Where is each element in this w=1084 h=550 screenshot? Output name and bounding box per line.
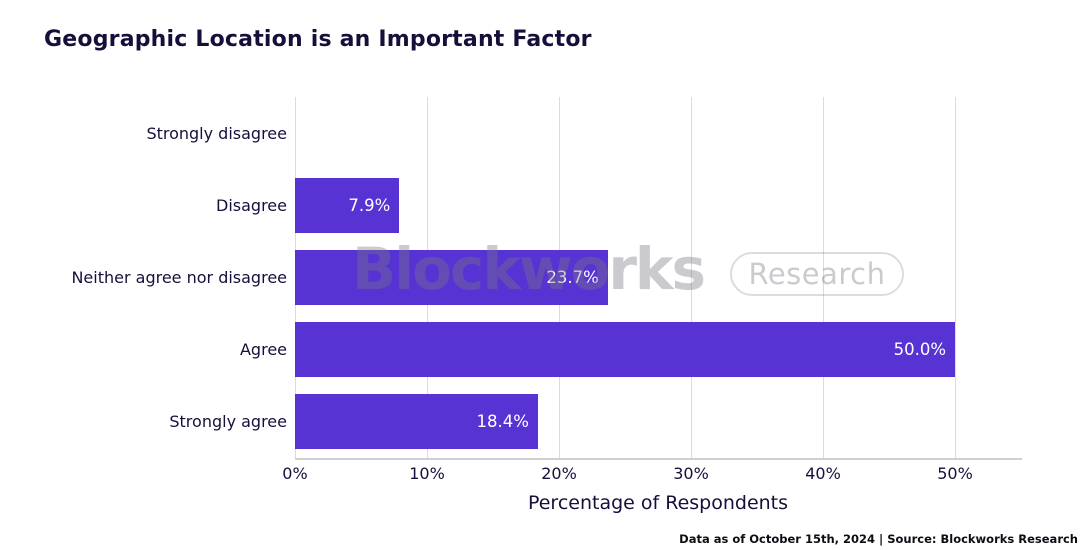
bar-neither-agree-nor-disagree: 23.7% xyxy=(295,250,608,305)
bar-value-label: 18.4% xyxy=(476,412,529,432)
source-attribution: Data as of October 15th, 2024 | Source: … xyxy=(679,532,1078,546)
bar-disagree: 7.9% xyxy=(295,177,400,233)
x-tick-label: 30% xyxy=(673,464,709,483)
bar-value-label: 23.7% xyxy=(546,268,599,287)
x-axis-title: Percentage of Respondents xyxy=(527,492,789,514)
category-label: Agree xyxy=(239,340,287,360)
x-tick-label: 40% xyxy=(805,464,841,483)
plot-area: 7.9% 23.7% 50.0% 18.4% xyxy=(295,97,1021,458)
category-label: Neither agree nor disagree xyxy=(71,267,287,287)
y-axis-category-labels: Strongly disagree Disagree Neither agree n… xyxy=(0,97,287,458)
gridline xyxy=(823,97,824,458)
x-tick-label: 0% xyxy=(282,464,308,483)
bar-agree: 50.0% xyxy=(295,322,955,378)
bar-strongly-agree: 18.4% xyxy=(295,394,538,450)
x-axis-tick-labels: 0% 10% 20% 30% 40% 50% xyxy=(282,464,1021,486)
x-axis-line xyxy=(295,458,1022,460)
gridline xyxy=(691,97,692,458)
chart-title: Geographic Location is an Important Fact… xyxy=(44,27,592,52)
category-label: Disagree xyxy=(216,195,287,215)
category-label: Strongly agree xyxy=(169,412,287,432)
gridline xyxy=(955,97,956,458)
x-tick-label: 20% xyxy=(541,464,577,483)
bar-value-label: 7.9% xyxy=(348,195,391,215)
x-tick-label: 10% xyxy=(409,464,445,483)
x-tick-label: 50% xyxy=(937,464,973,483)
category-label: Strongly disagree xyxy=(146,123,287,143)
bar-value-label: 50.0% xyxy=(893,340,946,360)
